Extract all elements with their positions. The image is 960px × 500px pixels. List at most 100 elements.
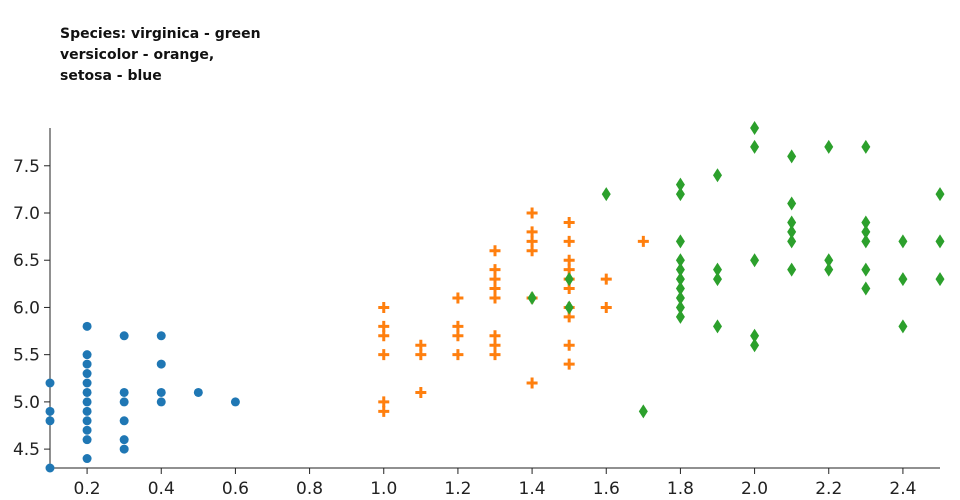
chart-title-line-1: Species: virginica - green xyxy=(60,26,261,42)
virginica-point xyxy=(787,262,797,277)
versicolor-point xyxy=(452,320,464,332)
setosa-point xyxy=(156,397,166,407)
setosa-point xyxy=(82,435,92,445)
virginica-point xyxy=(675,262,685,277)
virginica-point xyxy=(898,319,908,334)
virginica-point xyxy=(861,234,871,249)
virginica-point xyxy=(675,281,685,296)
versicolor-point xyxy=(489,292,501,304)
virginica-point xyxy=(750,338,760,353)
versicolor-point xyxy=(489,264,501,276)
setosa-point xyxy=(82,378,92,388)
setosa-point xyxy=(119,416,129,426)
versicolor-point xyxy=(563,254,575,266)
versicolor-point xyxy=(489,339,501,351)
virginica-point xyxy=(935,187,945,202)
versicolor-point xyxy=(526,226,538,238)
setosa-point xyxy=(82,406,92,416)
virginica-point xyxy=(861,262,871,277)
virginica-point xyxy=(935,234,945,249)
versicolor-point xyxy=(563,339,575,351)
versicolor-point xyxy=(489,330,501,342)
versicolor-point xyxy=(378,396,390,408)
versicolor-point xyxy=(600,301,612,313)
setosa-point xyxy=(119,331,129,341)
virginica-point xyxy=(713,168,722,183)
virginica-point xyxy=(787,196,797,211)
x-tick-label: 1.6 xyxy=(593,479,620,499)
virginica-point xyxy=(750,121,760,135)
x-tick-label: 0.6 xyxy=(222,479,249,499)
setosa-point xyxy=(119,387,129,397)
setosa-point xyxy=(156,359,166,369)
setosa-point xyxy=(45,406,55,416)
virginica-point xyxy=(713,319,722,334)
versicolor-point xyxy=(378,405,390,417)
virginica-point xyxy=(601,187,611,202)
setosa-point xyxy=(230,397,240,407)
y-tick-label: 7.5 xyxy=(13,157,40,177)
virginica-point xyxy=(861,224,871,239)
virginica-point xyxy=(564,300,574,315)
versicolor-point xyxy=(563,358,575,370)
x-tick-label: 1.2 xyxy=(444,479,471,499)
setosa-point xyxy=(156,387,166,397)
virginica-point xyxy=(675,187,685,202)
versicolor-point xyxy=(526,377,538,389)
x-tick-label: 2.2 xyxy=(815,479,842,499)
virginica-point xyxy=(824,262,834,277)
data-points xyxy=(45,121,945,473)
setosa-point xyxy=(82,350,92,360)
setosa-point xyxy=(82,387,92,397)
virginica-point xyxy=(675,177,685,192)
virginica-point xyxy=(787,215,797,230)
versicolor-point xyxy=(600,273,612,285)
setosa-point xyxy=(82,369,92,379)
versicolor-point xyxy=(378,320,390,332)
virginica-point xyxy=(898,234,908,249)
setosa-point xyxy=(156,331,166,341)
y-tick-label: 5.0 xyxy=(13,393,40,413)
setosa-point xyxy=(82,416,92,426)
versicolor-point xyxy=(489,273,501,285)
y-tick-label: 7.0 xyxy=(13,204,40,224)
chart-title-line-2: versicolor - orange, xyxy=(60,47,214,63)
setosa-point xyxy=(45,463,55,473)
x-tick-label: 0.4 xyxy=(148,479,175,499)
virginica-point xyxy=(750,139,760,154)
chart-title: Species: virginica - green versicolor - … xyxy=(60,26,261,84)
x-tick-label: 1.4 xyxy=(519,479,546,499)
versicolor-point xyxy=(415,349,427,361)
setosa-point xyxy=(82,321,92,331)
versicolor-point xyxy=(563,216,575,228)
y-tick-label: 6.0 xyxy=(13,298,40,318)
versicolor-point xyxy=(452,292,464,304)
virginica-point xyxy=(824,139,834,154)
y-tick-label: 5.5 xyxy=(13,346,40,366)
series-versicolor xyxy=(378,207,649,417)
versicolor-point xyxy=(526,207,538,219)
versicolor-point xyxy=(563,235,575,247)
virginica-point xyxy=(675,272,685,287)
versicolor-point xyxy=(378,330,390,342)
series-setosa xyxy=(45,321,240,473)
versicolor-point xyxy=(637,235,649,247)
virginica-point xyxy=(750,253,760,268)
x-tick-label: 2.4 xyxy=(889,479,916,499)
setosa-point xyxy=(119,444,129,454)
setosa-point xyxy=(82,425,92,435)
versicolor-point xyxy=(415,386,427,398)
virginica-point xyxy=(750,328,760,343)
virginica-point xyxy=(935,272,945,287)
x-tick-label: 1.0 xyxy=(370,479,397,499)
versicolor-point xyxy=(415,339,427,351)
virginica-point xyxy=(861,139,871,154)
versicolor-point xyxy=(378,349,390,361)
series-virginica xyxy=(527,121,945,419)
x-tick-label: 2.0 xyxy=(741,479,768,499)
versicolor-point xyxy=(489,349,501,361)
setosa-point xyxy=(82,454,92,464)
axes: 0.2 0.4 0.6 0.8 1.0 1.2 1.4 1.6 1.8 2.0 2.2 2.4 4.5 5… xyxy=(13,128,940,499)
setosa-point xyxy=(82,397,92,407)
